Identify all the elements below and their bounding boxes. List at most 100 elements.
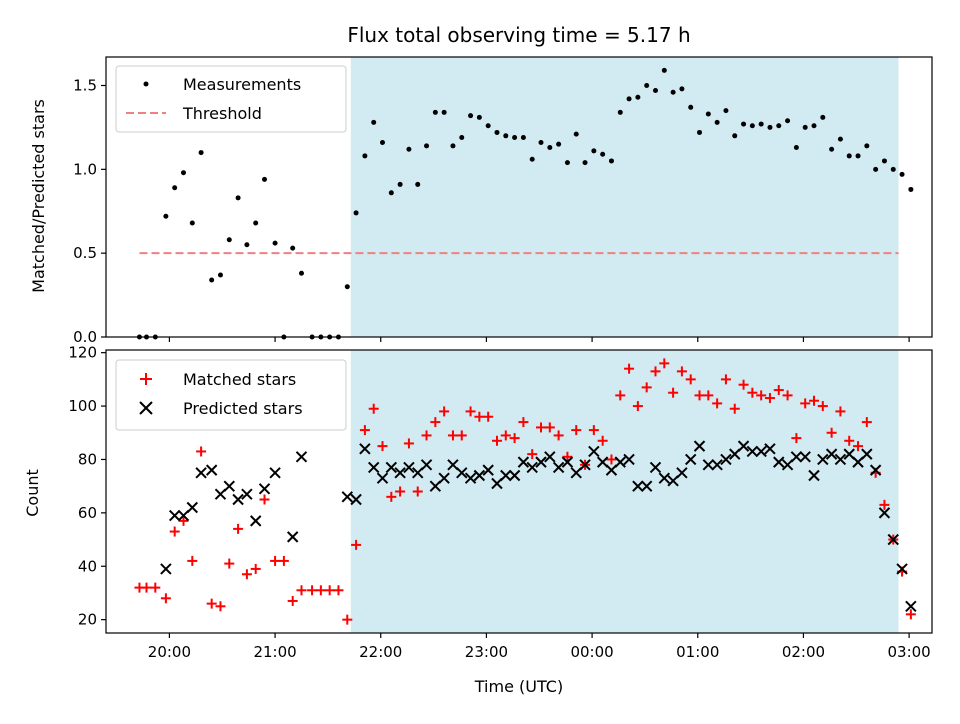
measurement-point [198,150,204,156]
measurement-point [371,119,377,125]
predicted-point [508,469,521,482]
top-highlight-span [350,57,899,337]
matched-point [307,585,318,596]
bottom-series-1 [160,440,917,613]
predicted-point [429,480,442,492]
top-axes-frame [105,56,933,338]
predicted-point [205,464,218,476]
measurement-point [758,121,764,127]
matched-point [553,430,564,441]
measurement-point [820,114,826,120]
matched-point [224,558,235,569]
measurement-point [235,195,241,201]
matched-point [544,422,555,433]
matched-point [160,593,171,604]
predicted-point [640,480,653,492]
matched-point [571,425,582,436]
measurement-point [415,181,421,187]
predicted-point [596,456,609,468]
measurement-point [635,94,641,100]
matched-point [624,363,635,374]
matched-point [474,411,485,422]
predicted-point [869,464,882,476]
measurement-point [226,237,232,243]
matched-point [324,585,335,596]
predicted-point [544,451,556,463]
predicted-point [737,440,750,452]
predicted-point [561,456,574,468]
matched-point [500,430,511,441]
measurement-point [644,83,650,89]
matched-point [641,382,652,393]
measurement-point [397,181,403,187]
measurement-point [617,109,623,115]
matched-point [518,417,529,428]
matched-point [241,569,252,580]
measurement-point [298,270,304,276]
bottom-y-tick-label: 80 [78,450,97,468]
matched-point [333,585,344,596]
matched-point [233,523,244,534]
matched-point [296,585,307,596]
matched-point [756,390,767,401]
predicted-point [526,461,538,474]
measurement-point [837,136,843,142]
measurement-point [776,123,782,129]
predicted-point [241,488,253,500]
predicted-point [258,483,271,495]
matched-point [606,454,617,465]
bottom-y-tick-label: 40 [78,557,97,575]
bottom-series-0 [134,358,916,625]
measurement-point [697,129,703,135]
predicted-point [667,475,679,487]
predicted-point [295,451,308,463]
measurement-point [485,123,491,129]
measurement-point [741,121,747,127]
matched-point [377,441,388,452]
matched-point [196,446,207,457]
matched-point [764,393,775,404]
top-panel: 0.0 0.5 1.0 1.5 [73,56,933,346]
predicted-point [764,443,776,455]
predicted-point [269,467,281,479]
top-legend-box [115,65,347,133]
predicted-point [570,467,582,479]
predicted-point [843,448,855,460]
measurement-point [189,220,195,226]
predicted-point [702,459,715,471]
matched-point [259,494,270,505]
matched-point [403,438,414,449]
matched-point [527,449,538,460]
predicted-point [473,469,486,482]
measurement-point [785,118,791,124]
predicted-point [887,533,899,546]
matched-point [694,390,705,401]
predicted-point [852,456,864,468]
measurement-point [846,153,852,159]
matched-point [853,441,864,452]
predicted-point [808,469,820,482]
matched-point [465,406,476,417]
predicted-point [341,491,353,503]
measurement-point [180,170,186,176]
measurement-point [262,176,268,182]
measurement-point [600,151,606,157]
matched-point [597,435,608,446]
measurement-point [670,89,676,95]
bottom-x-tick-label: 00:00 [570,643,613,661]
measurement-point [459,134,465,140]
measurement-point [538,140,544,146]
predicted-point [781,459,794,471]
measurement-point [244,242,250,248]
predicted-point [160,563,172,575]
measurement-point [732,133,738,139]
matched-point [150,582,161,593]
matched-point [782,390,793,401]
top-y-tick-label: 1.0 [73,160,97,178]
matched-point [809,395,819,406]
measurement-point [512,134,518,140]
measurement-point [253,220,259,226]
legend-threshold-label: Threshold [182,104,262,123]
top-y-tick-label: 0.0 [73,328,97,346]
predicted-point [491,477,503,490]
